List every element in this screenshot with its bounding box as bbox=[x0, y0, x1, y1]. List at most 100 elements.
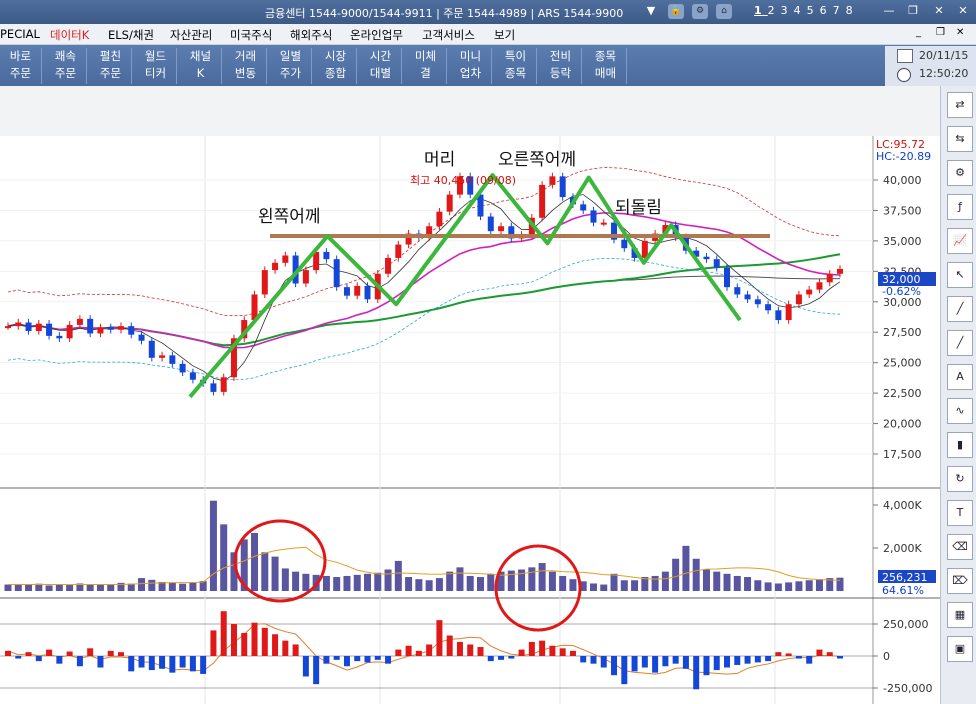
home-icon[interactable]: ⌂ bbox=[716, 4, 732, 19]
chart-icon[interactable]: 📈 bbox=[947, 228, 973, 254]
toolbar-button[interactable]: 바로 주문 bbox=[0, 48, 42, 84]
swap-icon[interactable]: ⇄ bbox=[947, 92, 973, 118]
formula-icon[interactable]: ƒ bbox=[947, 194, 973, 220]
page-tab[interactable]: 5 bbox=[806, 4, 820, 17]
screen-page-tabs[interactable]: 12345678 bbox=[754, 4, 859, 17]
volume-bar bbox=[631, 580, 639, 591]
candle-body bbox=[128, 326, 135, 335]
toolbar-button[interactable]: 시장 종합 bbox=[315, 48, 357, 84]
volume-bar bbox=[281, 568, 289, 591]
lock-icon[interactable]: 🔒 bbox=[668, 4, 684, 19]
candle-icon[interactable]: ▮ bbox=[947, 432, 973, 458]
minimize-icon[interactable]: — bbox=[883, 4, 895, 17]
menu-close-icon[interactable]: ✕ bbox=[956, 27, 965, 38]
osc-bar bbox=[662, 656, 669, 667]
osc-bar bbox=[148, 656, 155, 671]
page-tab[interactable]: 2 bbox=[767, 4, 781, 17]
volume-bar bbox=[107, 584, 115, 591]
candle-body bbox=[580, 204, 587, 211]
page-tab[interactable]: 4 bbox=[793, 4, 807, 17]
settings-icon[interactable]: ⚙ bbox=[947, 160, 973, 186]
dropdown-icon[interactable]: ▼ bbox=[646, 4, 656, 17]
menu-item-us-stock[interactable]: 미국주식 bbox=[230, 28, 273, 42]
trend-icon[interactable]: ╱ bbox=[947, 330, 973, 356]
save-icon[interactable]: ▣ bbox=[947, 636, 973, 662]
volume-bar bbox=[559, 575, 567, 591]
table-icon[interactable]: ▦ bbox=[947, 602, 973, 628]
candle-body bbox=[117, 326, 124, 330]
volume-bar bbox=[353, 574, 361, 591]
osc-bar bbox=[220, 611, 227, 656]
eraser-all-icon[interactable]: ⌦ bbox=[947, 568, 973, 594]
menu-item-foreign-stock[interactable]: 해외주식 bbox=[290, 28, 333, 42]
toolbar-button[interactable]: 특이 종목 bbox=[495, 48, 537, 84]
menu-item-view[interactable]: 보기 bbox=[494, 28, 516, 42]
osc-bar bbox=[487, 656, 494, 662]
osc-bar bbox=[785, 653, 792, 656]
volume-bar bbox=[774, 583, 782, 591]
page-tab[interactable]: 8 bbox=[845, 4, 859, 17]
menu-item-special[interactable]: PECIAL bbox=[0, 27, 40, 41]
candle-body bbox=[590, 210, 597, 223]
candle-body bbox=[313, 251, 320, 271]
menu-restore-icon[interactable]: ❐ bbox=[936, 27, 945, 38]
auto-icon[interactable]: A bbox=[947, 364, 973, 390]
osc-bar bbox=[724, 656, 731, 668]
osc-bar bbox=[323, 656, 330, 664]
time-text: 12:50:20 bbox=[919, 67, 969, 80]
trend-icon[interactable]: ╱ bbox=[947, 296, 973, 322]
calendar-icon[interactable] bbox=[897, 49, 913, 63]
toolbar-button[interactable]: 채널 K bbox=[180, 48, 222, 84]
toolbar-button-line2: K bbox=[196, 66, 205, 80]
price-tick-label: 35,000 bbox=[883, 235, 922, 248]
restore-icon[interactable]: ❐ bbox=[908, 4, 918, 17]
osc-bar bbox=[826, 652, 833, 656]
page-tab[interactable]: 3 bbox=[780, 4, 794, 17]
osc-bar bbox=[539, 640, 546, 656]
candle-body bbox=[806, 289, 813, 295]
volume-bar bbox=[261, 552, 269, 591]
candle-body bbox=[354, 285, 361, 296]
toolbar-button[interactable]: 거래 변동 bbox=[225, 48, 267, 84]
toolbar-button[interactable]: 미체 결 bbox=[405, 48, 447, 84]
window-close-icon[interactable]: ✕ bbox=[958, 4, 968, 17]
annotation-left-shoulder: 왼쪽어께 bbox=[258, 207, 321, 227]
text-icon[interactable]: T bbox=[947, 500, 973, 526]
compare-icon[interactable]: ⇆ bbox=[947, 126, 973, 152]
change-pct-label: -0.62% bbox=[882, 285, 921, 298]
osc-bar bbox=[272, 634, 279, 656]
candle-body bbox=[754, 299, 761, 305]
stock-chart[interactable]: 40,00037,50035,00032,50030,00027,50025,0… bbox=[0, 136, 940, 704]
menu-item-online[interactable]: 온라인업무 bbox=[350, 28, 403, 42]
toolbar-button[interactable]: 월드 티커 bbox=[135, 48, 177, 84]
toolbar-button[interactable]: 종목 매매 bbox=[585, 48, 627, 84]
volume-bar bbox=[374, 572, 382, 591]
wave-icon[interactable]: ∿ bbox=[947, 398, 973, 424]
close-icon[interactable]: ✕ bbox=[934, 4, 944, 17]
gear-icon[interactable]: ⚙ bbox=[692, 4, 708, 19]
volume-bar bbox=[487, 573, 495, 591]
toolbar-button[interactable]: 미니 업차 bbox=[450, 48, 492, 84]
menu-minimize-icon[interactable]: _ bbox=[916, 27, 921, 38]
toolbar-button[interactable]: 시간 대별 bbox=[360, 48, 402, 84]
price-tick-label: 17,500 bbox=[883, 448, 922, 461]
toolbar-button[interactable]: 일별 주가 bbox=[270, 48, 312, 84]
toolbar-button[interactable]: 쾌속 주문 bbox=[45, 48, 87, 84]
candle-body bbox=[179, 363, 186, 373]
menu-item-asset[interactable]: 자산관리 bbox=[170, 28, 213, 42]
eraser-icon[interactable]: ⌫ bbox=[947, 534, 973, 560]
toolbar-button-line1: 월드 bbox=[144, 49, 167, 63]
menu-item-datak[interactable]: 데이터K bbox=[50, 28, 90, 42]
page-tab[interactable]: 7 bbox=[832, 4, 846, 17]
osc-bar bbox=[241, 632, 248, 656]
toolbar-button[interactable]: 펼친 주문 bbox=[90, 48, 132, 84]
refresh-icon[interactable]: ↻ bbox=[947, 466, 973, 492]
toolbar-button[interactable]: 전비 등락 bbox=[540, 48, 582, 84]
menu-item-els[interactable]: ELS/채권 bbox=[108, 28, 155, 42]
page-tab[interactable]: 1 bbox=[754, 4, 768, 17]
page-tab[interactable]: 6 bbox=[819, 4, 833, 17]
price-tick-label: 22,500 bbox=[883, 387, 922, 400]
menu-item-customer[interactable]: 고객서비스 bbox=[422, 28, 475, 42]
candle-body bbox=[703, 256, 710, 260]
cursor-icon[interactable]: ↖ bbox=[947, 262, 973, 288]
